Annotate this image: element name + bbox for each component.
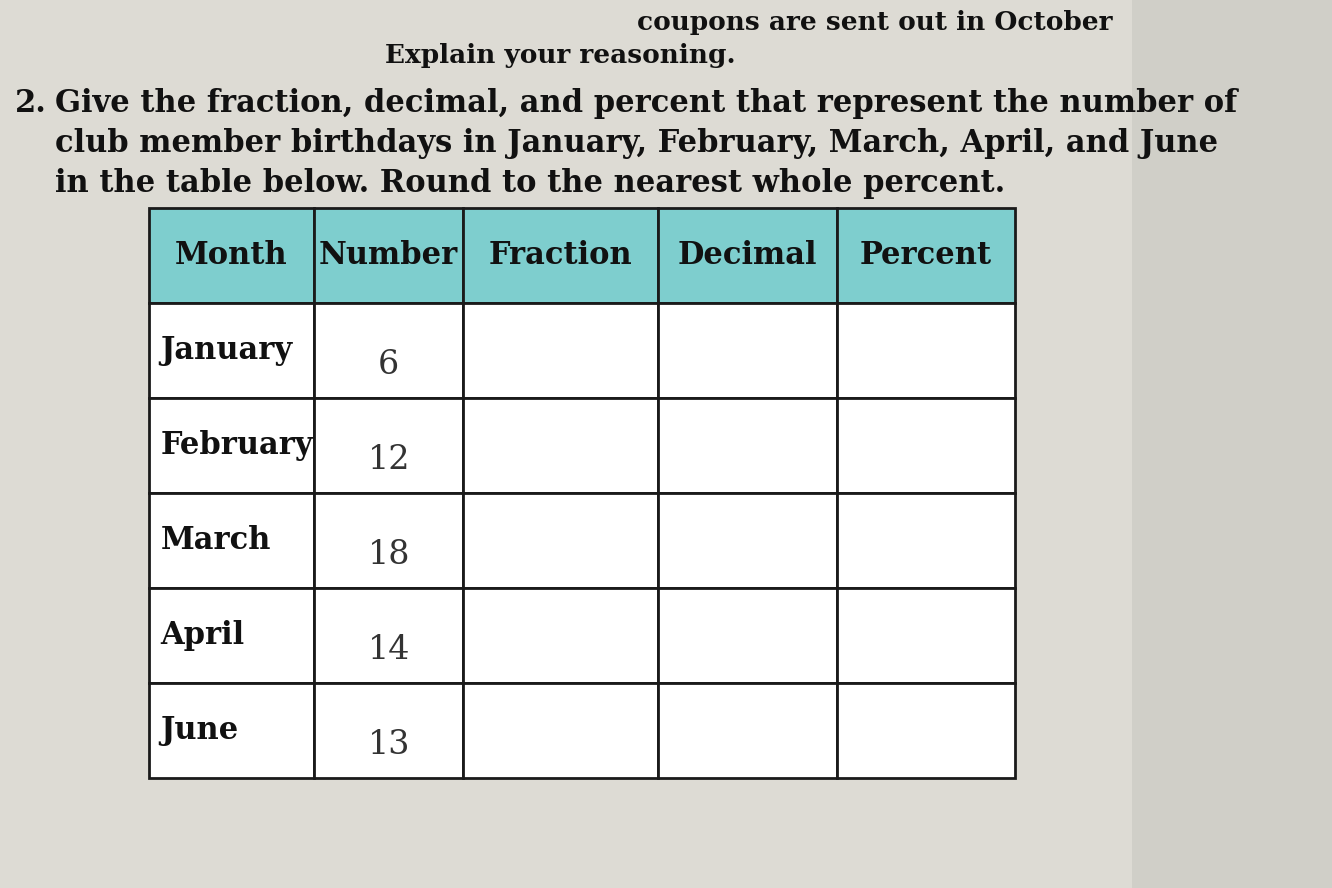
Bar	[658, 208, 836, 303]
Text: 14: 14	[368, 634, 410, 666]
Bar	[658, 398, 836, 493]
Bar	[836, 683, 1015, 778]
Text: April: April	[161, 620, 245, 651]
Text: February: February	[161, 430, 313, 461]
Text: June: June	[161, 715, 238, 746]
Text: Explain your reasoning.: Explain your reasoning.	[385, 43, 737, 68]
Text: 12: 12	[368, 444, 410, 476]
Text: Number: Number	[320, 240, 458, 271]
Text: March: March	[161, 525, 272, 556]
Bar	[836, 588, 1015, 683]
Bar	[464, 493, 658, 588]
Bar	[149, 303, 314, 398]
Bar	[836, 303, 1015, 398]
Bar	[836, 398, 1015, 493]
Text: January: January	[161, 335, 293, 366]
Bar	[149, 398, 314, 493]
Text: club member birthdays in January, February, March, April, and June: club member birthdays in January, Februa…	[55, 128, 1219, 159]
Text: coupons are sent out in October: coupons are sent out in October	[638, 10, 1114, 35]
Text: Percent: Percent	[860, 240, 992, 271]
Text: 6: 6	[378, 349, 400, 381]
Bar	[314, 398, 464, 493]
Bar	[658, 303, 836, 398]
Bar	[314, 683, 464, 778]
Text: in the table below. Round to the nearest whole percent.: in the table below. Round to the nearest…	[55, 168, 1006, 199]
Text: 18: 18	[368, 539, 410, 571]
Bar	[464, 588, 658, 683]
Bar	[464, 398, 658, 493]
Bar	[464, 208, 658, 303]
Text: Decimal: Decimal	[678, 240, 818, 271]
Bar	[314, 588, 464, 683]
Text: Month: Month	[174, 240, 288, 271]
Bar	[836, 493, 1015, 588]
Text: Fraction: Fraction	[489, 240, 633, 271]
Bar	[464, 683, 658, 778]
Bar	[314, 208, 464, 303]
Bar	[314, 493, 464, 588]
Bar	[149, 208, 314, 303]
Bar	[314, 303, 464, 398]
Text: 13: 13	[368, 729, 410, 761]
Bar	[658, 683, 836, 778]
Bar	[149, 683, 314, 778]
Text: Give the fraction, decimal, and percent that represent the number of: Give the fraction, decimal, and percent …	[55, 88, 1237, 119]
Bar	[149, 588, 314, 683]
Bar	[836, 208, 1015, 303]
Bar	[149, 493, 314, 588]
Bar	[464, 303, 658, 398]
Bar	[658, 493, 836, 588]
Text: 2.: 2.	[15, 88, 47, 119]
Bar	[658, 588, 836, 683]
